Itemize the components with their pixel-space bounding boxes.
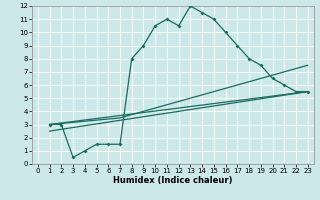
- X-axis label: Humidex (Indice chaleur): Humidex (Indice chaleur): [113, 176, 233, 185]
